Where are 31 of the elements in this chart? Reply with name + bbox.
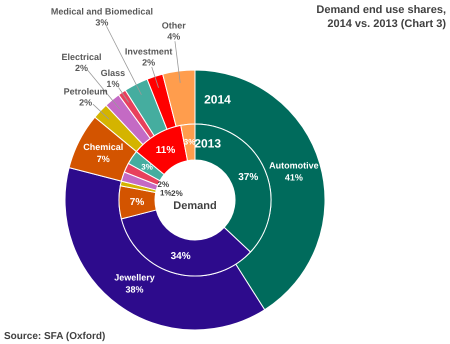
data-label: 3% — [141, 162, 153, 172]
data-label: 1% — [160, 188, 172, 198]
data-label: 2% — [79, 97, 92, 108]
text: Demand end use shares, 2014 vs. 2013 (Chart 3) — [316, 4, 446, 30]
text: Demand — [173, 200, 217, 212]
data-label: 34% — [170, 251, 191, 262]
data-label: 2% — [142, 57, 156, 68]
slice-label: Investment — [124, 46, 172, 56]
source-note: Source: SFA (Oxford) — [4, 331, 106, 342]
data-label: 37% — [238, 172, 258, 183]
data-label: 7% — [130, 196, 144, 208]
data-label: 2% — [171, 189, 183, 198]
data-label: 1% — [106, 79, 120, 90]
slice-label: Jewellery — [114, 272, 155, 282]
slice-label: Other — [162, 20, 186, 30]
data-label: 7% — [96, 154, 110, 164]
slice-label: Electrical — [62, 52, 102, 62]
slice-label: Chemical — [83, 142, 124, 152]
data-label: 3% — [95, 17, 108, 28]
slice-label: 2014 — [204, 92, 232, 106]
data-label: 41% — [284, 172, 303, 182]
slice-label: Petroleum — [64, 86, 108, 96]
slice-label: Medical and Biomedical — [50, 6, 153, 16]
data-label: 2% — [75, 62, 88, 73]
slice-label: Glass — [100, 68, 126, 78]
data-label: 11% — [156, 145, 176, 156]
slice-label: 2013 — [194, 136, 222, 150]
data-label: 4% — [167, 31, 180, 42]
slice-label: Automotive — [269, 160, 319, 170]
data-label: 2% — [158, 180, 170, 190]
data-label: 38% — [125, 284, 144, 294]
